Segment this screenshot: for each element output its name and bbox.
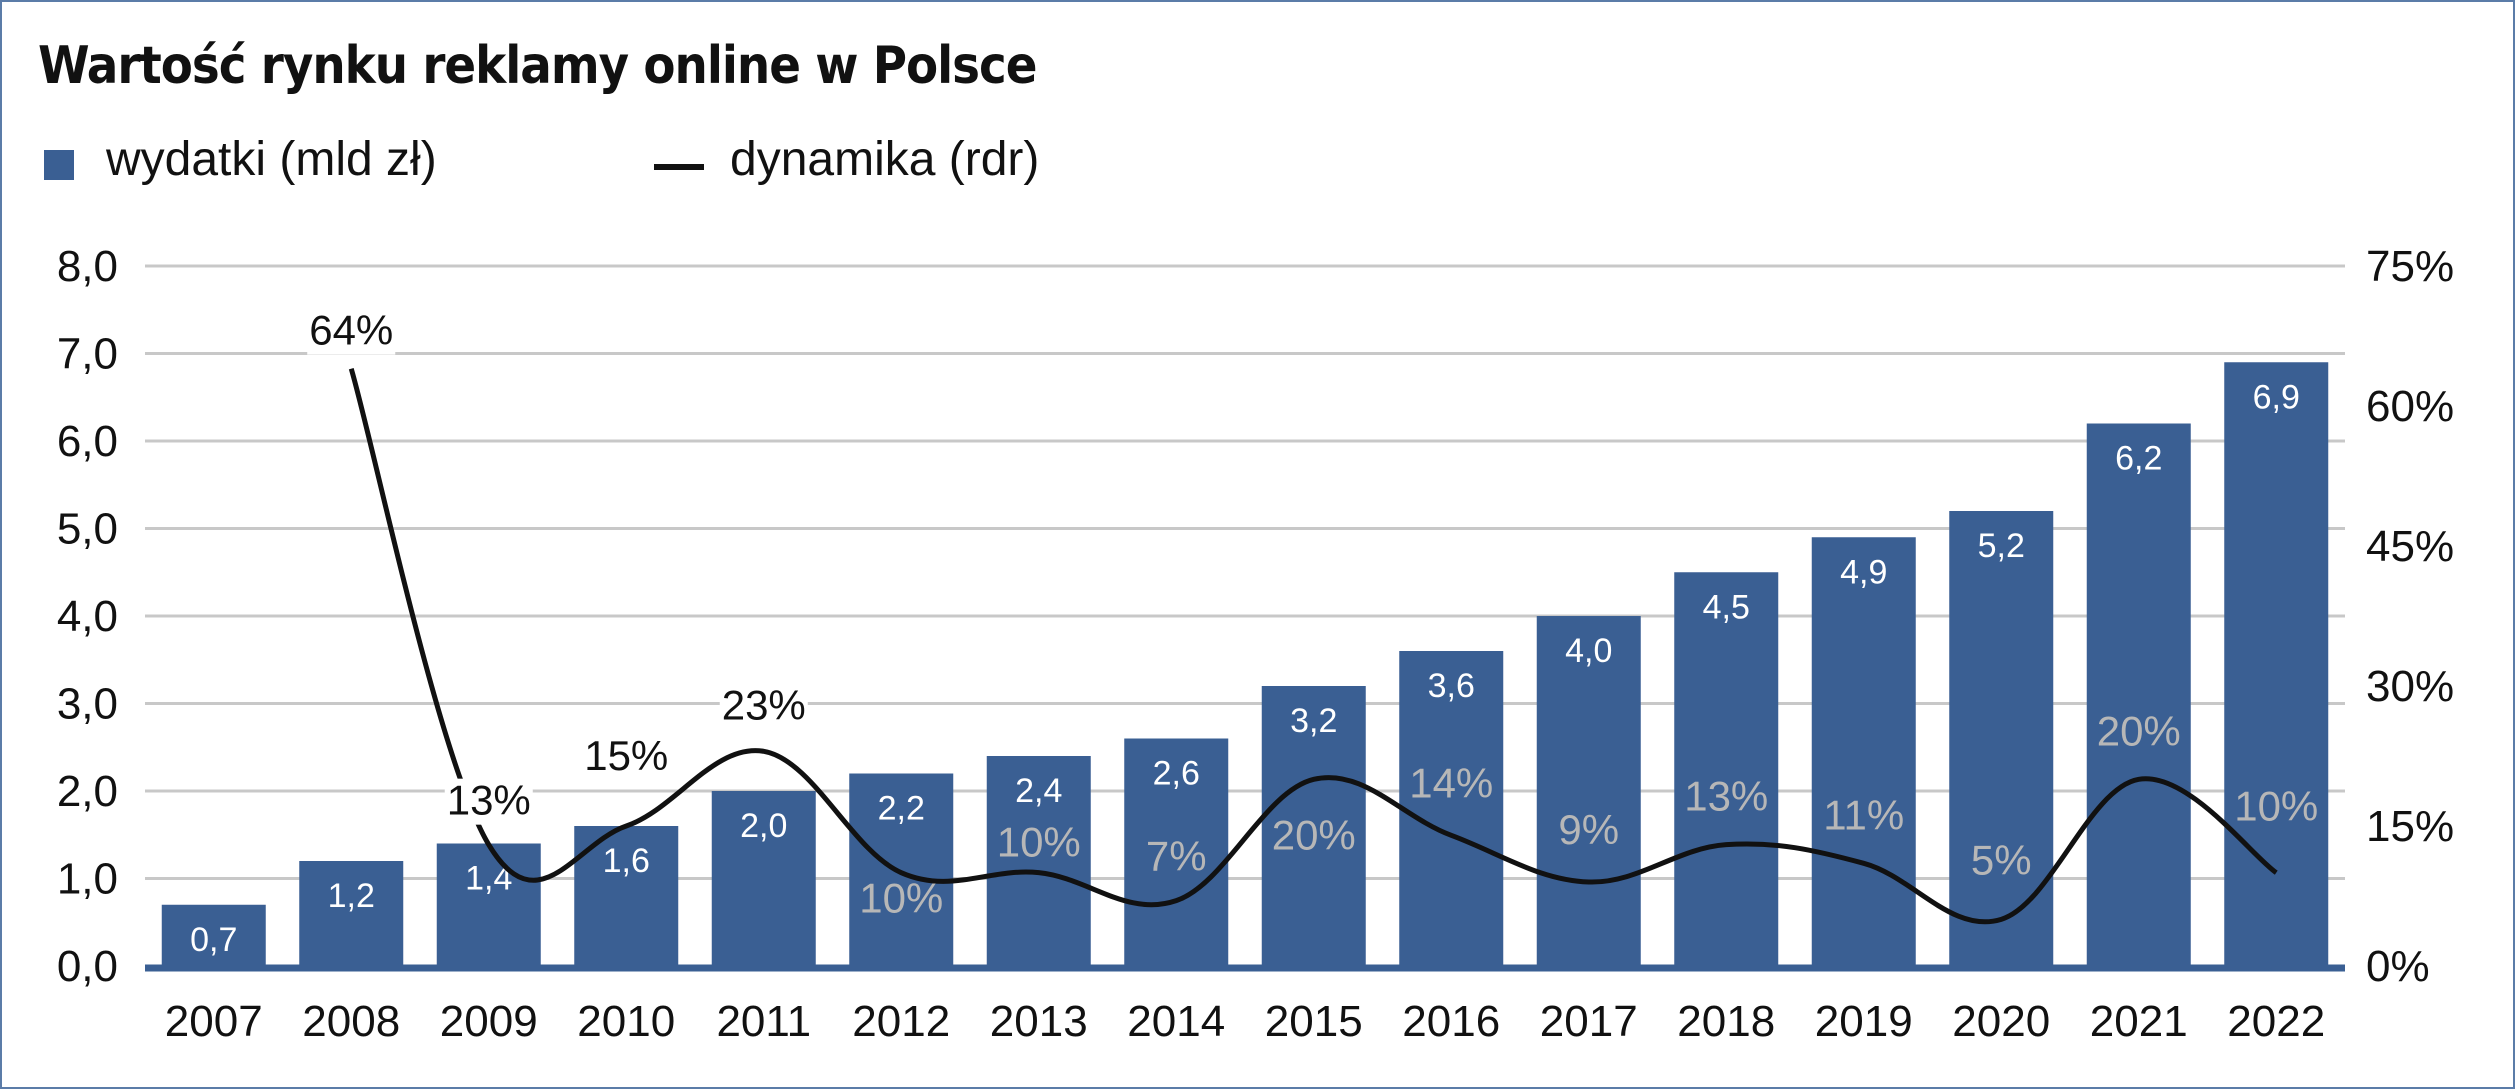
legend-label-bars: wydatki (mld zł) [106,133,437,186]
y-left-tick-label: 6,0 [57,417,118,466]
x-tick-label: 2019 [1815,997,1913,1046]
x-tick-label: 2010 [577,997,675,1046]
bar-value-label: 6,9 [2253,378,2300,416]
line-value-label: 13% [1684,773,1768,820]
line-label-background [719,683,808,730]
bar [2224,362,2329,966]
line-value-label: 14% [1409,759,1493,806]
y-right-tick-label: 15% [2366,802,2454,851]
line-label-background [307,308,396,355]
y-left-tick-label: 1,0 [57,855,118,904]
y-right-tick-label: 30% [2366,662,2454,711]
y-left-tick-label: 0,0 [57,942,118,991]
bar-value-label: 2,0 [740,807,787,845]
x-tick-label: 2015 [1265,997,1363,1046]
legend-label-line: dynamika (rdr) [730,133,1040,186]
line-value-label: 64% [309,307,393,354]
bar-value-label: 4,9 [1840,553,1887,591]
bar [1536,616,1641,966]
line-value-label: 5% [1971,836,2032,883]
bar [1674,572,1779,966]
x-tick-label: 2009 [440,997,538,1046]
bar [711,791,816,966]
bar-value-label: 0,7 [190,921,237,959]
bar [1124,738,1229,966]
line-value-label: 13% [447,777,531,824]
legend-swatch-line [654,164,704,170]
y-right-tick-label: 75% [2366,242,2454,291]
x-tick-label: 2018 [1677,997,1775,1046]
bar [1949,511,2054,966]
line-series-dynamika [348,367,2278,925]
y-left-tick-label: 4,0 [57,592,118,641]
bar-value-label: 3,6 [1428,667,1475,705]
chart-title: Wartość rynku reklamy online w Polsce [38,36,1037,96]
y-left-tick-label: 2,0 [57,767,118,816]
y-left-tick-label: 3,0 [57,680,118,729]
line-value-label: 9% [1558,806,1619,853]
bar-value-label: 2,2 [878,790,925,828]
x-tick-label: 2013 [990,997,1088,1046]
x-tick-label: 2017 [1540,997,1638,1046]
bar-value-label: 6,2 [2115,440,2162,478]
bar [436,843,541,966]
line-value-label: 10% [997,819,1081,866]
bar [2086,423,2191,966]
bar [986,756,1091,966]
x-tick-label: 2021 [2090,997,2188,1046]
x-tick-label: 2014 [1127,997,1225,1046]
bar-value-label: 1,6 [603,842,650,880]
line-value-label: 11% [1823,791,1904,838]
line-label-background [444,778,533,825]
line-value-label: 10% [859,875,943,922]
bar-value-label: 2,6 [1153,755,1200,793]
line-value-label: 15% [584,732,668,779]
bar [1811,537,1916,966]
y-right-tick-label: 45% [2366,522,2454,571]
line-label-background [582,734,671,780]
y-left-tick-label: 8,0 [57,242,118,291]
line-value-label: 7% [1146,833,1207,880]
bar-value-label: 4,5 [1703,588,1750,626]
x-tick-label: 2016 [1402,997,1500,1046]
x-tick-label: 2007 [165,997,263,1046]
y-left-tick-label: 7,0 [57,330,118,379]
bar [1399,651,1504,966]
bar-value-label: 3,2 [1290,702,1337,740]
line-value-label: 20% [2097,707,2181,754]
bar-value-label: 4,0 [1565,632,1612,670]
bar-value-label: 5,2 [1978,527,2025,565]
x-tick-label: 2008 [302,997,400,1046]
bar [299,861,404,966]
y-right-tick-label: 60% [2366,382,2454,431]
y-left-tick-label: 5,0 [57,505,118,554]
x-tick-label: 2022 [2227,997,2325,1046]
bar [849,773,954,966]
bar-value-label: 2,4 [1015,772,1062,810]
line-value-label: 20% [1272,811,1356,858]
x-tick-label: 2012 [852,997,950,1046]
bar [1261,686,1366,966]
legend-swatch-bars [44,150,74,180]
bar [161,904,266,966]
y-right-tick-label: 0% [2366,942,2430,991]
line-value-label: 23% [722,681,806,728]
bar-value-label: 1,2 [328,877,375,915]
x-tick-label: 2011 [716,997,811,1046]
x-tick-label: 2020 [1952,997,2050,1046]
line-value-label: 10% [2234,783,2318,830]
